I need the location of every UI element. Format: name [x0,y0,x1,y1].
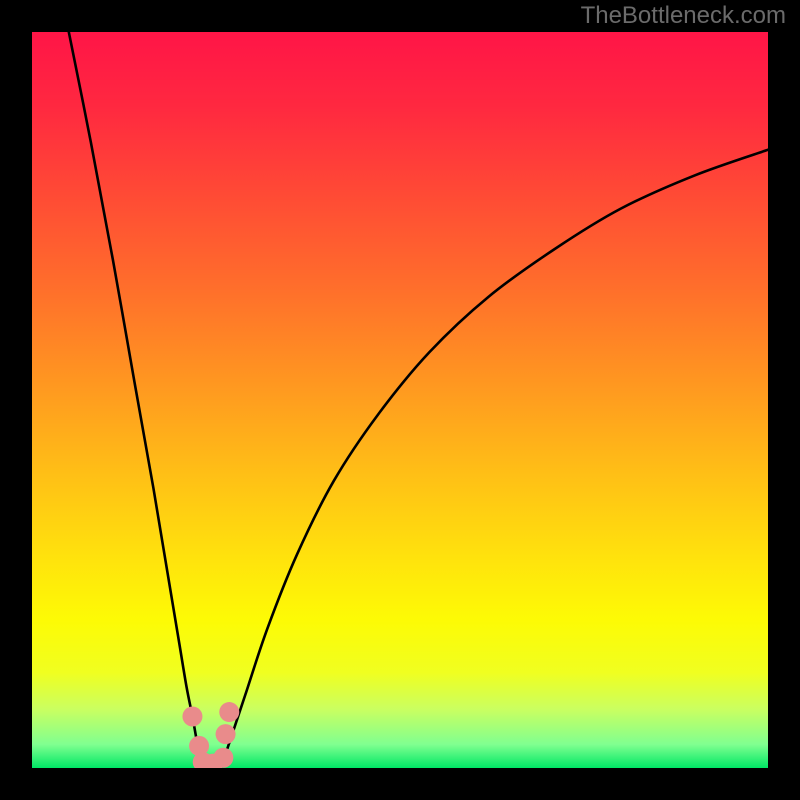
plot-area [32,32,768,768]
bottleneck-gradient-background [32,32,768,768]
chart-stage: { "type": "line", "brand": { "text": "Th… [0,0,800,800]
brand-watermark: TheBottleneck.com [581,2,786,30]
